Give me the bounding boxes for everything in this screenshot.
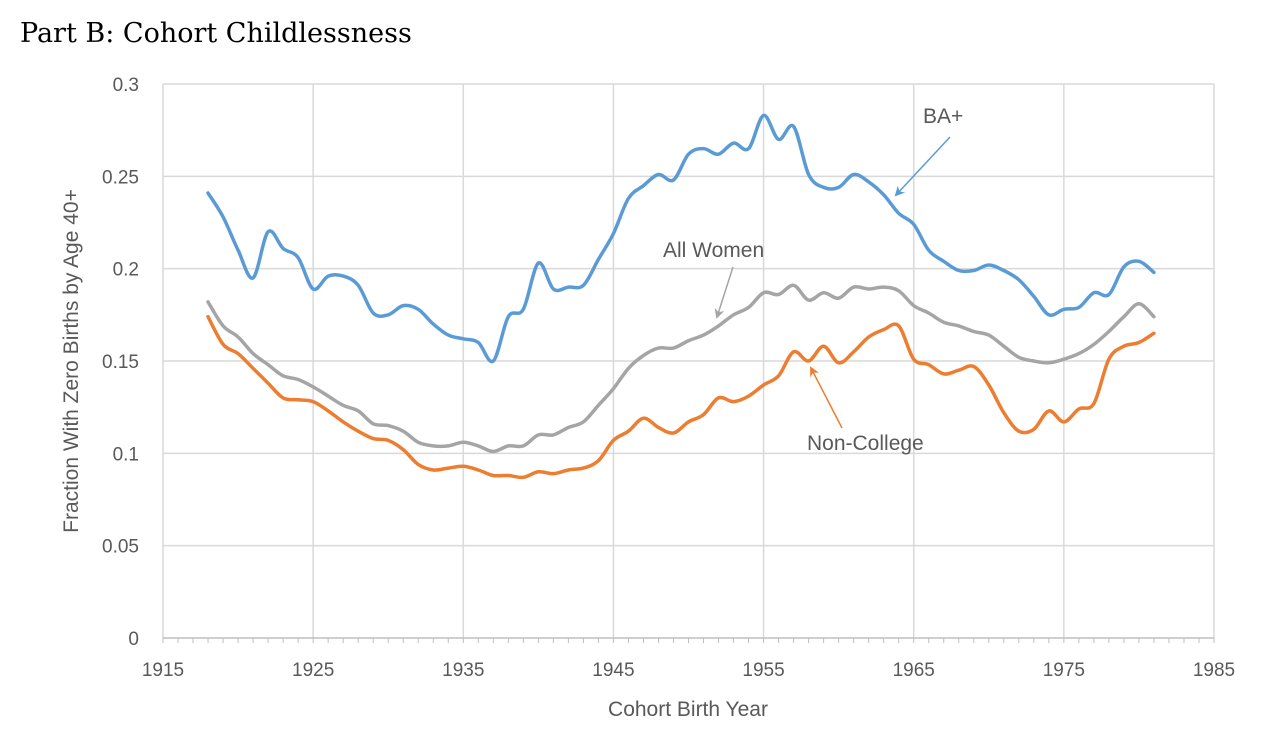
y-tick-label: 0.2 — [113, 260, 139, 281]
annotation-non-college: Non-College — [807, 432, 924, 455]
annotation-all-women-arrow — [714, 266, 734, 319]
axes: 0 0.05 0.1 0.15 0.2 0.25 0.3 1915 1925 1935 1945 19… — [102, 75, 1235, 681]
gridlines — [162, 83, 1215, 638]
y-tick-label: 0.15 — [102, 352, 139, 373]
x-tick-label: 1975 — [1043, 660, 1085, 681]
series-line-ba — [206, 113, 1156, 364]
annotation-ba-plus-arrow — [894, 136, 951, 197]
y-tick-label: 0.25 — [102, 167, 139, 188]
chart-title: Part B: Cohort Childlessness — [20, 18, 412, 49]
annotation-ba-plus: BA+ — [923, 105, 963, 128]
annotation-all-women: All Women — [663, 239, 764, 262]
annotation-non-college-arrow — [810, 366, 843, 429]
x-tick-label: 1965 — [893, 660, 935, 681]
series-line-all-women — [206, 283, 1156, 454]
x-tick-label: 1945 — [592, 660, 634, 681]
y-tick-label: 0.1 — [113, 444, 139, 465]
x-tick-label: 1925 — [292, 660, 334, 681]
x-tick-label: 1985 — [1193, 660, 1235, 681]
series-line-non-college — [206, 314, 1156, 480]
x-axis-title: Cohort Birth Year — [608, 698, 768, 721]
y-tick-label: 0.05 — [102, 537, 139, 558]
x-tick-label: 1915 — [142, 660, 184, 681]
y-tick-label: 0.3 — [113, 75, 139, 96]
series — [206, 113, 1156, 480]
x-tick-label: 1935 — [442, 660, 484, 681]
x-tick-label: 1955 — [742, 660, 784, 681]
y-axis-title: Fraction With Zero Births by Age 40+ — [60, 189, 83, 533]
y-tick-label: 0 — [128, 629, 139, 650]
